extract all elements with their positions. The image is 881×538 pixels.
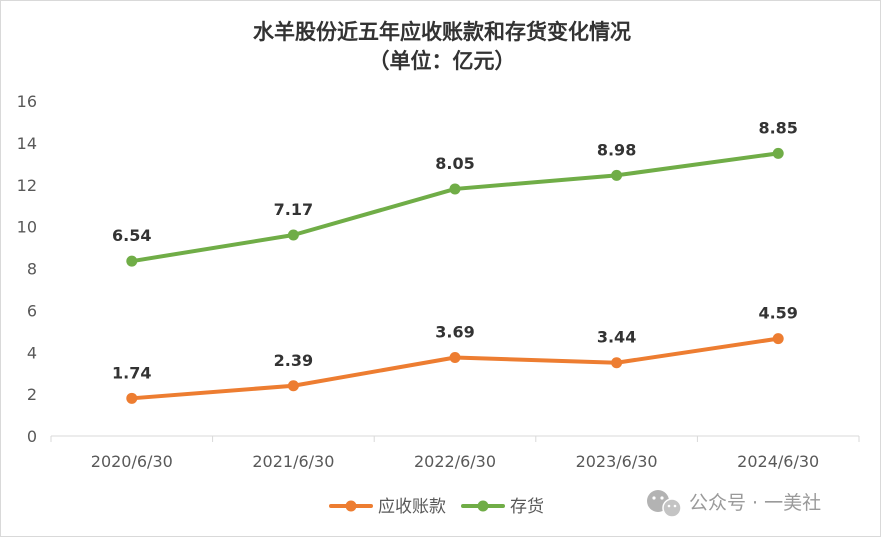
x-tick-label: 2023/6/30: [576, 452, 658, 471]
data-point: [611, 169, 623, 181]
x-axis-ticks: 2020/6/30 2021/6/30 2022/6/30 2023/6/30 2024…: [50, 436, 860, 471]
data-point: [126, 392, 138, 404]
legend-label: 应收账款: [378, 497, 446, 517]
data-point: [287, 229, 299, 241]
wechat-icon: [647, 490, 682, 518]
y-tick-label: 2: [27, 385, 37, 404]
y-tick-label: 0: [27, 427, 37, 446]
y-axis-ticks: 0 2 4 6 8 10 12 14 16: [17, 92, 37, 446]
data-label: 8.98: [597, 140, 636, 159]
data-label: 3.69: [435, 322, 474, 341]
data-point: [449, 183, 461, 195]
data-label: 4.59: [758, 304, 797, 323]
chart-subtitle: （单位：亿元）: [369, 49, 516, 73]
legend-label: 存货: [510, 497, 544, 517]
data-label: 7.17: [274, 200, 313, 219]
data-label: 2.39: [274, 351, 313, 370]
y-tick-label: 12: [17, 176, 37, 195]
x-tick-label: 2020/6/30: [91, 452, 173, 471]
data-point: [772, 333, 784, 345]
data-label: 8.05: [435, 154, 474, 173]
y-tick-label: 6: [27, 301, 37, 320]
data-label: 6.54: [112, 226, 151, 245]
watermark-text: 公众号 · 一美社: [689, 492, 821, 514]
y-tick-label: 4: [27, 343, 37, 362]
legend: 应收账款 存货: [329, 497, 544, 517]
data-label: 3.44: [597, 328, 636, 347]
data-label: 1.74: [112, 363, 151, 382]
x-tick-label: 2021/6/30: [252, 452, 334, 471]
legend-marker: [477, 500, 489, 512]
series-layer: 1.74 2.39 3.69 3.44 4.59 6.54 7.17 8.05 8.98 8.85: [112, 118, 798, 404]
data-point: [287, 380, 299, 392]
data-point: [449, 351, 461, 363]
legend-marker: [345, 500, 357, 512]
data-point: [611, 357, 623, 369]
watermark: 公众号 · 一美社: [647, 490, 821, 518]
y-tick-label: 14: [17, 134, 37, 153]
series-line: [129, 336, 781, 401]
x-tick-label: 2024/6/30: [737, 452, 819, 471]
y-tick-label: 8: [27, 260, 37, 279]
chart-title: 水羊股份近五年应收账款和存货变化情况: [253, 20, 631, 44]
y-tick-label: 16: [17, 92, 37, 111]
data-label: 8.85: [758, 118, 797, 137]
data-point: [772, 147, 784, 159]
x-tick-label: 2022/6/30: [414, 452, 496, 471]
y-tick-label: 10: [17, 218, 37, 237]
data-point: [126, 255, 138, 267]
